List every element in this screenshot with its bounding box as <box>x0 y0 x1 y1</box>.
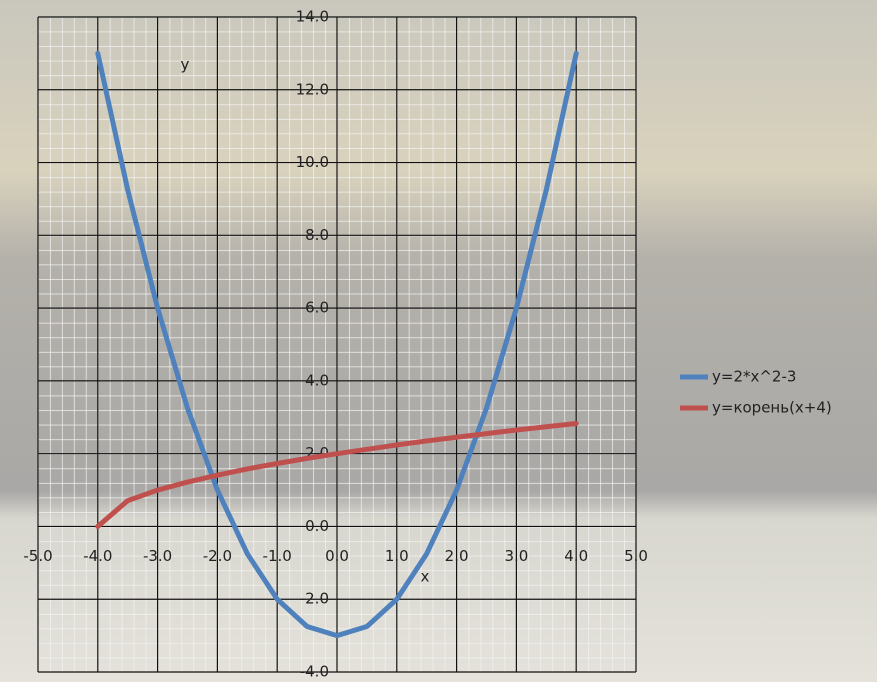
x-tick-label: -3.0 <box>143 547 172 565</box>
x-tick-label: -1.0 <box>263 547 292 565</box>
legend-label: y=2*x^2-3 <box>712 368 796 386</box>
y-tick-label: 10.0 <box>296 153 329 171</box>
y-tick-label: 0.0 <box>305 517 329 535</box>
x-tick-label: 3.0 <box>504 547 528 565</box>
series-line <box>95 50 579 639</box>
legend-label: y=корень(x+4) <box>712 399 832 417</box>
y-tick-label: 14.0 <box>296 8 329 26</box>
x-tick-label: 4.0 <box>564 547 588 565</box>
series-line <box>95 420 579 529</box>
x-tick-label: 0.0 <box>325 547 349 565</box>
x-axis-label: x <box>421 568 430 586</box>
y-tick-label: 6.0 <box>305 299 329 317</box>
y-tick-label: 4.0 <box>305 371 329 389</box>
y-tick-label: 8.0 <box>305 226 329 244</box>
x-tick-label: -5.0 <box>23 547 52 565</box>
y-tick-label: -4.0 <box>300 663 329 681</box>
y-tick-label: -2.0 <box>300 590 329 608</box>
x-tick-label: 2.0 <box>445 547 469 565</box>
x-tick-label: 5.0 <box>624 547 648 565</box>
y-axis-label: y <box>181 56 190 74</box>
x-tick-label: 1.0 <box>385 547 409 565</box>
x-tick-label: -2.0 <box>203 547 232 565</box>
x-tick-label: -4.0 <box>83 547 112 565</box>
y-tick-label: 12.0 <box>296 80 329 98</box>
